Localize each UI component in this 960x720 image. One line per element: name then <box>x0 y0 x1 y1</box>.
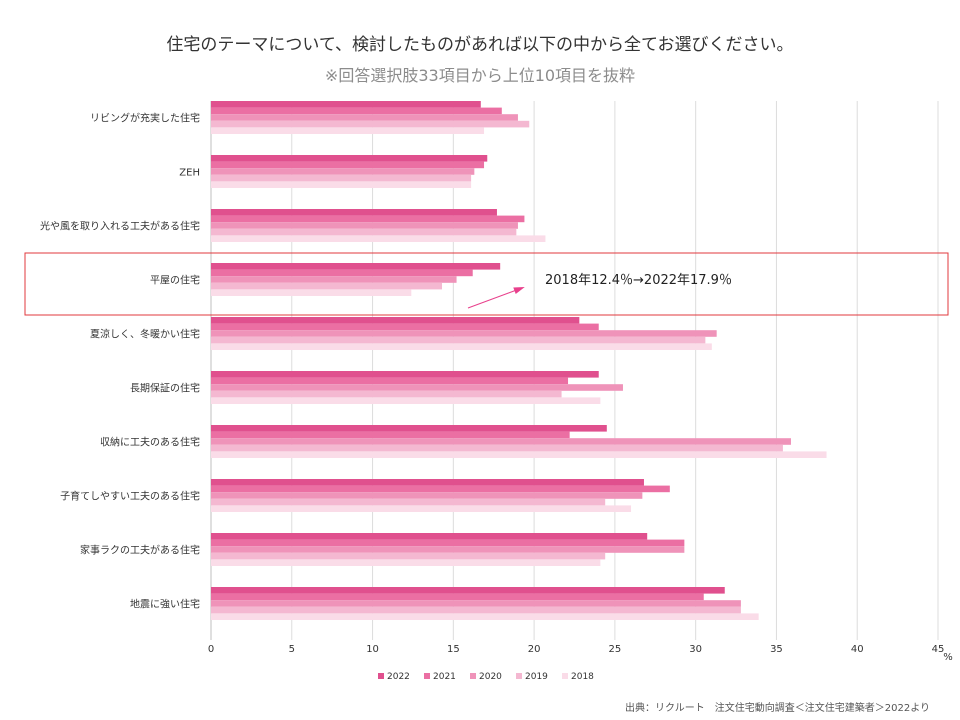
x-tick-label: 25 <box>609 644 622 655</box>
bar-2019 <box>211 336 706 344</box>
x-tick-label: 20 <box>528 644 541 655</box>
bar-2019 <box>211 282 443 290</box>
bar-2022 <box>211 479 644 486</box>
category-label: 子育てしやすい工夫のある住宅 <box>60 490 200 503</box>
legend-label: 2020 <box>479 672 502 682</box>
bar-2018 <box>211 505 632 512</box>
bar-2018 <box>211 289 412 296</box>
legend-label: 2021 <box>433 672 456 682</box>
bar-2018 <box>211 181 472 188</box>
bars <box>211 101 827 620</box>
bar-2020 <box>211 330 717 337</box>
legend: 2022 2021 2020 2019 2018 <box>378 672 594 682</box>
highlight-box <box>24 252 949 316</box>
bar-2021 <box>211 377 569 385</box>
category-label: 地震に強い住宅 <box>130 598 200 611</box>
bar-2022 <box>211 155 488 162</box>
bar-2018 <box>211 559 601 566</box>
bar-2022 <box>211 263 501 270</box>
bar-2022 <box>211 101 481 108</box>
legend-swatch-2022 <box>378 673 384 679</box>
x-tick-label: 0 <box>208 644 214 655</box>
annotation-text: 2018年12.4％→2022年17.9％ <box>545 273 732 288</box>
bar-2022 <box>211 209 497 216</box>
bar-2020 <box>211 276 457 283</box>
bar-2021 <box>211 485 670 493</box>
bar-2018 <box>211 343 712 350</box>
bar-2019 <box>211 390 562 398</box>
legend-label: 2018 <box>571 672 594 682</box>
x-unit-label: % <box>943 652 953 663</box>
chart-title: 住宅のテーマについて、検討したものがあれば以下の中から全てお選びください。 <box>166 35 794 55</box>
bar-2021 <box>211 323 599 331</box>
bar-2021 <box>211 431 570 439</box>
bar-2021 <box>211 107 502 115</box>
legend-swatch-2019 <box>516 673 522 679</box>
category-label: 光や風を取り入れる工夫がある住宅 <box>40 220 200 233</box>
bar-2022 <box>211 371 599 378</box>
bar-2021 <box>211 269 473 277</box>
source-note: 出典：リクルート 注文住宅動向調査＜注文住宅建築者＞2022より <box>625 703 930 714</box>
bar-2022 <box>211 587 725 594</box>
x-tick-label: 10 <box>366 644 379 655</box>
category-label: 収納に工夫のある住宅 <box>100 436 200 449</box>
category-label: 夏涼しく、冬暖かい住宅 <box>90 328 200 341</box>
annotation-arrow-head <box>513 286 525 295</box>
bar-2019 <box>211 120 530 128</box>
bar-2020 <box>211 438 791 445</box>
legend-swatch-2021 <box>424 673 430 679</box>
x-tick-label: 15 <box>447 644 460 655</box>
bar-2022 <box>211 425 607 432</box>
bar-2019 <box>211 444 783 452</box>
x-tick-label: 5 <box>289 644 295 655</box>
bar-2021 <box>211 539 685 547</box>
legend-swatch-2020 <box>470 673 476 679</box>
bar-2020 <box>211 546 685 553</box>
bar-2022 <box>211 533 648 540</box>
x-tick-label: 30 <box>689 644 702 655</box>
x-tick-label: 40 <box>851 644 864 655</box>
category-label: 家事ラクの工夫がある住宅 <box>80 544 200 557</box>
bar-2019 <box>211 606 741 614</box>
category-label: リビングが充実した住宅 <box>90 112 200 125</box>
bar-2019 <box>211 552 606 560</box>
bar-2018 <box>211 235 546 242</box>
category-label: 長期保証の住宅 <box>130 382 200 395</box>
bar-2019 <box>211 228 517 236</box>
bar-2021 <box>211 215 525 223</box>
x-tick-label: 45 <box>932 644 945 655</box>
bar-2020 <box>211 222 518 229</box>
bar-2021 <box>211 593 704 601</box>
bar-2020 <box>211 492 643 499</box>
x-tick-label: 35 <box>770 644 783 655</box>
bar-2021 <box>211 161 485 169</box>
bar-2018 <box>211 613 759 620</box>
legend-swatch-2018 <box>562 673 568 679</box>
category-labels: リビングが充実した住宅 ZEH 光や風を取り入れる工夫がある住宅平屋の住宅夏涼しく、… <box>40 112 200 611</box>
bar-2018 <box>211 451 827 458</box>
x-tick-labels: 0 5 10 15 20 25 30 35 40 45 <box>208 644 945 655</box>
chart-subtitle: ※回答選択肢33項目から上位10項目を抜粋 <box>324 66 636 85</box>
annotation-arrow <box>467 287 523 309</box>
category-label: ZEH <box>179 168 200 179</box>
bar-2020 <box>211 168 475 175</box>
category-label: 平屋の住宅 <box>150 274 200 287</box>
bar-2022 <box>211 317 580 324</box>
bar-2019 <box>211 498 606 506</box>
legend-label: 2022 <box>387 672 410 682</box>
bar-2020 <box>211 114 518 121</box>
bar-2019 <box>211 174 472 182</box>
bar-2020 <box>211 600 741 607</box>
legend-label: 2019 <box>525 672 548 682</box>
bar-2018 <box>211 127 485 134</box>
bar-2018 <box>211 397 601 404</box>
bar-2020 <box>211 384 623 391</box>
